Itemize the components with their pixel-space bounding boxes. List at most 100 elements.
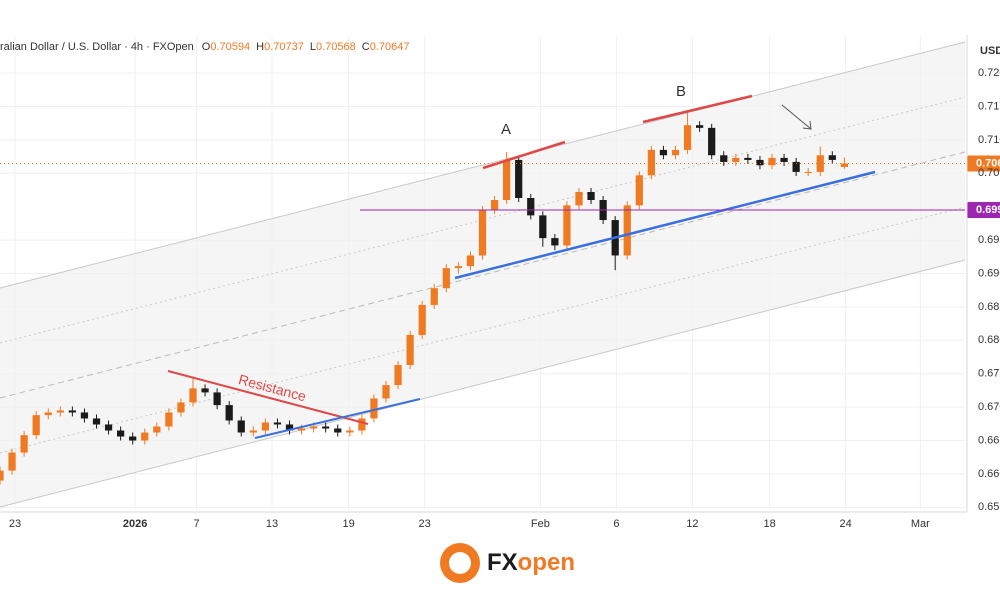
candle-body (563, 205, 571, 246)
candle-body (635, 175, 643, 206)
candle-body (683, 125, 692, 150)
x-tick-label: 18 (763, 518, 775, 530)
candle-body (213, 392, 221, 406)
candle-body (659, 149, 668, 156)
candle-body (756, 159, 764, 166)
candle-body (141, 432, 149, 441)
price-line-badge (967, 155, 1000, 172)
candle-body (310, 426, 318, 429)
levels: 0.70647 0.69950 (0, 155, 1000, 219)
y-tick-label: 0.6600 (978, 468, 1000, 480)
candle-body (840, 163, 848, 168)
y-tick-label: 0.7200 (978, 67, 1000, 79)
candle-body (478, 210, 487, 256)
candle-body (406, 334, 414, 366)
x-tick-label: 6 (613, 518, 619, 530)
candle-body (454, 266, 462, 269)
y-tick-label: 0.6950 (978, 234, 1000, 246)
annotation: A (501, 121, 511, 138)
logo-fx: FX (487, 549, 518, 576)
candle-body (442, 268, 450, 289)
candle-body (430, 288, 438, 305)
ohlc-key: L (310, 41, 316, 53)
candle-body (466, 255, 475, 267)
y-tick-label: 0.6900 (978, 267, 1000, 279)
candle-body (273, 422, 282, 425)
x-tick-label: Mar (911, 518, 930, 530)
candle-body (539, 215, 547, 239)
candle-body (744, 157, 752, 160)
x-tick-label: 23 (418, 518, 430, 530)
x-tick-label: 2026 (123, 518, 147, 530)
level-line-label: 0.69950 (976, 204, 1000, 216)
candle-body (20, 435, 28, 453)
candle-body (720, 155, 728, 162)
candle-body (780, 157, 788, 162)
candle-body (587, 191, 595, 201)
candle-body (32, 415, 40, 436)
candle-body (237, 420, 245, 433)
candle-body (153, 426, 161, 433)
candle-body (117, 430, 125, 437)
candle-body (165, 412, 173, 427)
price-line-label: 0.70647 (976, 157, 1000, 169)
x-tick-label: 19 (342, 518, 354, 530)
annotation: B (676, 83, 686, 100)
ohlc-value: 0.70568 (316, 41, 356, 53)
channel-quarter (0, 206, 966, 454)
symbol: ralian Dollar / U.S. Dollar · 4h · FXOpe… (0, 41, 194, 53)
trend-line (642, 94, 753, 124)
x-tick-label: 12 (686, 518, 698, 530)
x-tick-label: 23 (9, 518, 21, 530)
candle-body (382, 385, 390, 399)
candle-body (346, 430, 354, 433)
candle-body (8, 452, 16, 471)
candle-body (671, 149, 680, 156)
candle-body (201, 388, 209, 393)
candle-body (732, 157, 740, 162)
x-tick-label: 7 (194, 518, 200, 530)
x-tick-label: Feb (531, 518, 550, 530)
candle-body (322, 426, 330, 429)
x-tick-label: 13 (266, 518, 278, 530)
candle-body (297, 428, 306, 431)
y-tick-label: 0.6550 (978, 501, 1000, 513)
arrow-head (802, 120, 812, 130)
y-unit: USD (980, 45, 1000, 57)
y-tick-label: 0.7050 (978, 167, 1000, 179)
ohlc-key: C (362, 41, 370, 53)
resistance-line (167, 370, 369, 425)
candle-body (551, 238, 559, 246)
y-tick-label: 0.7150 (978, 100, 1000, 112)
candle-body (527, 198, 535, 216)
candle-body (334, 428, 342, 433)
candle-body (68, 410, 76, 413)
ohlc-key: H (256, 41, 264, 53)
candle-body (575, 191, 583, 206)
candle-body (358, 418, 366, 431)
y-tick-label: 0.6850 (978, 301, 1000, 313)
ohlc-value: 0.70737 (264, 41, 304, 53)
candle-body (623, 205, 631, 256)
candles (0, 111, 848, 485)
candle-body (225, 405, 233, 421)
channel-upper (0, 41, 966, 289)
channel-lower (0, 259, 966, 508)
candle-body (394, 365, 402, 386)
candle-body (418, 304, 426, 335)
candle-body (370, 398, 378, 419)
header-title: ralian Dollar / U.S. Dollar · 4h · FXOpe… (0, 41, 409, 53)
ohlc-key: O (202, 41, 211, 53)
support-line (254, 398, 421, 439)
candle-body (104, 424, 113, 431)
candle-body (92, 418, 101, 425)
candle-body (828, 155, 836, 160)
y-tick-label: 0.7100 (978, 134, 1000, 146)
candle-body (189, 388, 197, 403)
logo: FXopen (487, 549, 575, 576)
candle-body (804, 171, 812, 173)
level-line-badge (967, 202, 1000, 219)
candle-body (696, 125, 704, 128)
